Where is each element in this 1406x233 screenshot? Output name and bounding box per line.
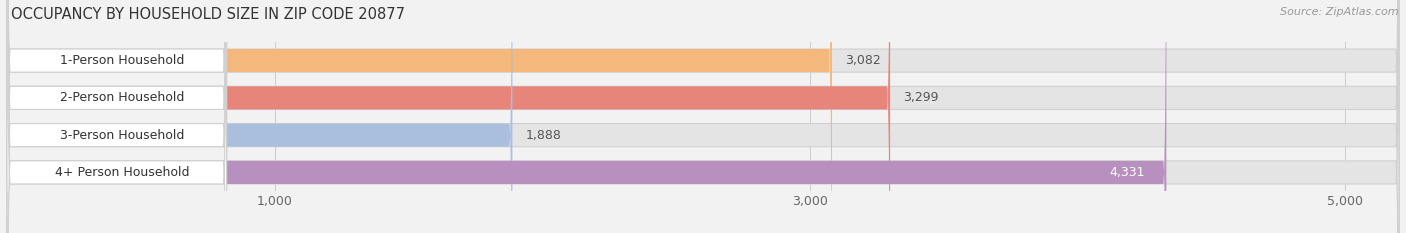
Text: 1,888: 1,888 [526,129,561,142]
Text: 4,331: 4,331 [1109,166,1144,179]
FancyBboxPatch shape [7,0,226,233]
FancyBboxPatch shape [7,0,226,233]
FancyBboxPatch shape [7,0,1167,233]
Text: Source: ZipAtlas.com: Source: ZipAtlas.com [1281,7,1399,17]
FancyBboxPatch shape [7,0,1399,233]
FancyBboxPatch shape [7,0,1399,233]
Text: 1-Person Household: 1-Person Household [60,54,184,67]
Text: 2-Person Household: 2-Person Household [60,91,184,104]
FancyBboxPatch shape [7,0,512,233]
Text: OCCUPANCY BY HOUSEHOLD SIZE IN ZIP CODE 20877: OCCUPANCY BY HOUSEHOLD SIZE IN ZIP CODE … [11,7,405,22]
FancyBboxPatch shape [7,0,890,233]
FancyBboxPatch shape [7,0,1399,233]
Text: 3-Person Household: 3-Person Household [60,129,184,142]
FancyBboxPatch shape [7,0,832,233]
Text: 4+ Person Household: 4+ Person Household [55,166,190,179]
FancyBboxPatch shape [7,0,1399,233]
Text: 3,299: 3,299 [904,91,939,104]
Text: 3,082: 3,082 [845,54,882,67]
FancyBboxPatch shape [7,0,226,233]
FancyBboxPatch shape [7,0,226,233]
